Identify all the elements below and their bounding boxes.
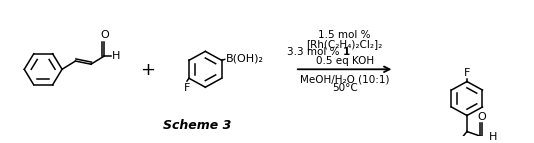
- Text: 3.3 mol %: 3.3 mol %: [287, 47, 343, 57]
- Text: F: F: [464, 68, 470, 78]
- Text: Scheme 3: Scheme 3: [163, 119, 232, 132]
- Text: [Rh(C₂H₄)₂Cl₂]₂: [Rh(C₂H₄)₂Cl₂]₂: [307, 39, 383, 49]
- Text: 1: 1: [343, 47, 350, 57]
- Text: 50°C: 50°C: [332, 83, 357, 93]
- Text: H: H: [489, 132, 497, 142]
- Text: F: F: [184, 83, 190, 93]
- Text: H: H: [112, 51, 121, 61]
- Text: 0.5 eq KOH: 0.5 eq KOH: [316, 56, 374, 66]
- Text: 1.5 mol %: 1.5 mol %: [318, 30, 371, 40]
- Text: B(OH)₂: B(OH)₂: [226, 53, 264, 63]
- Text: O: O: [100, 30, 109, 40]
- Text: MeOH/H₂O (10:1): MeOH/H₂O (10:1): [300, 75, 389, 85]
- Text: O: O: [477, 112, 486, 122]
- Text: +: +: [140, 61, 155, 79]
